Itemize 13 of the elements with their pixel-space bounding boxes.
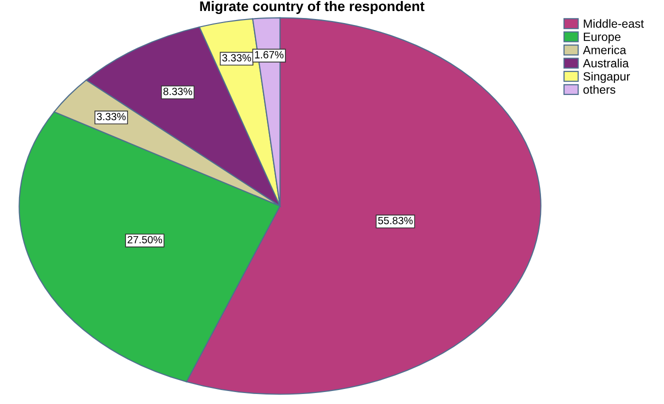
data-label: 8.33% <box>163 88 192 96</box>
legend-label: America <box>582 46 626 54</box>
legend-label: Europe <box>584 32 620 44</box>
legend-label: Australia <box>582 58 629 68</box>
data-label: 1.67% <box>255 51 284 58</box>
legend-label: Middle-east <box>584 19 644 28</box>
chart-title: Migrate country of the respondent <box>200 0 424 14</box>
data-label: 27.50% <box>128 236 162 244</box>
data-label: 3.33% <box>222 54 251 62</box>
data-label: 3.33% <box>96 112 126 120</box>
data-label: 55.83% <box>378 216 413 224</box>
legend-label: Singapur <box>583 72 630 83</box>
legend-label: others <box>583 85 616 94</box>
